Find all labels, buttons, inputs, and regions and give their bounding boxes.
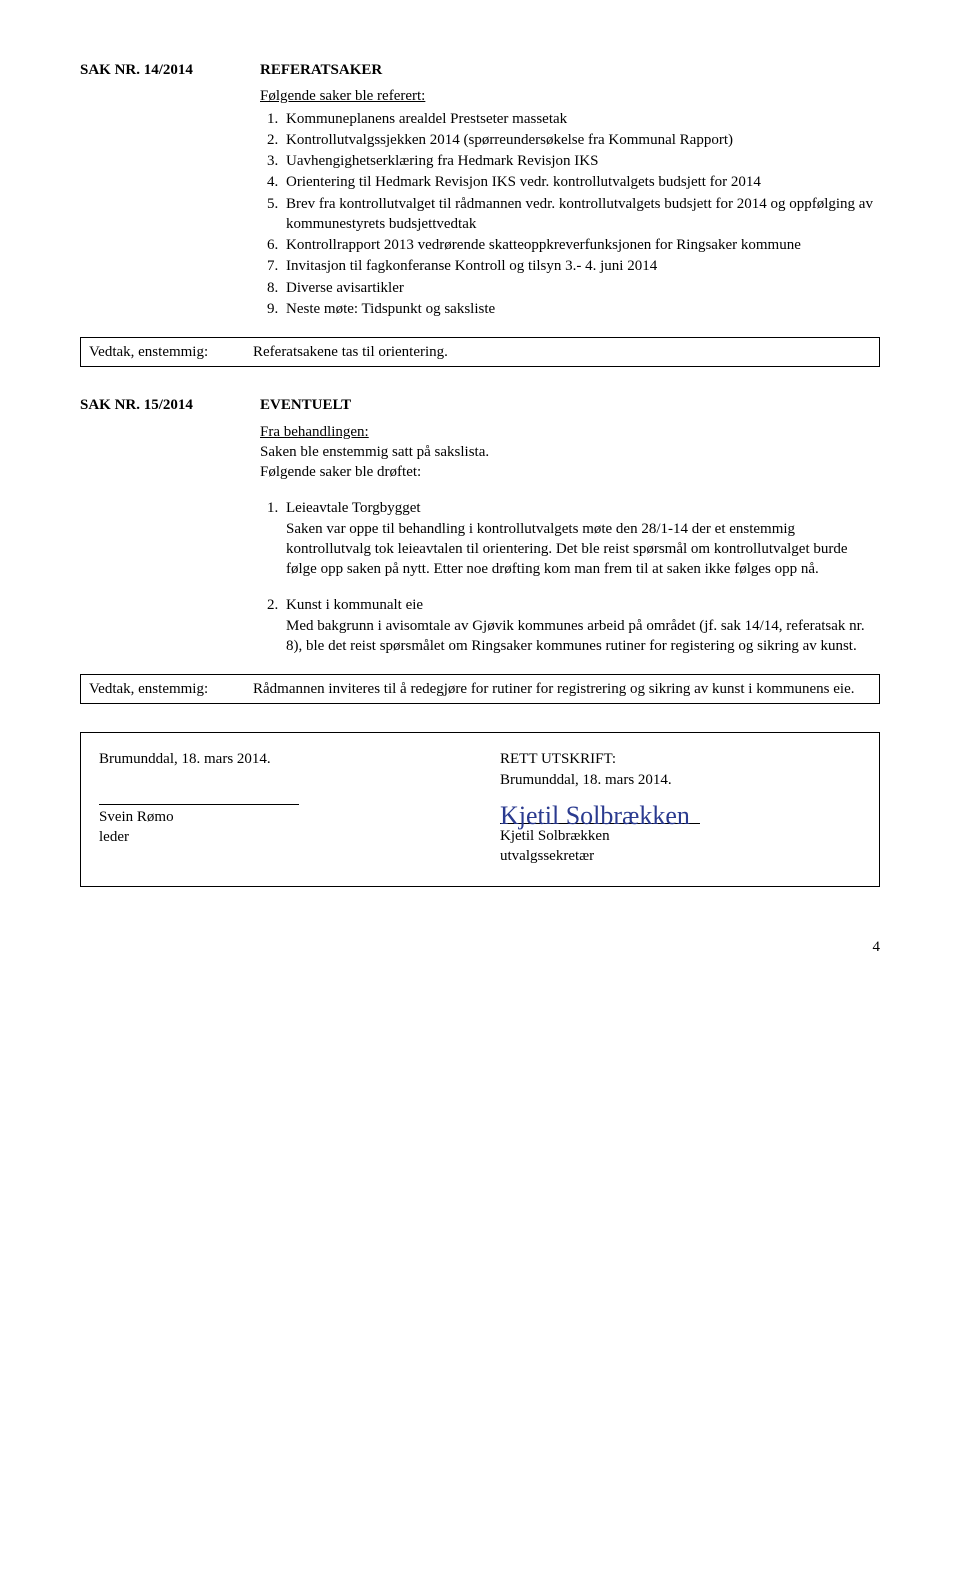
list-item: Kunst i kommunalt eie Med bakgrunn i avi… — [282, 595, 880, 656]
sig-right: RETT UTSKRIFT: Brumunddal, 18. mars 2014… — [500, 749, 861, 866]
item-body: Med bakgrunn i avisomtale av Gjøvik komm… — [286, 618, 865, 654]
sak15-title: EVENTUELT — [260, 395, 351, 415]
sak15-vedtak-box: Vedtak, enstemmig: Rådmannen inviteres t… — [80, 674, 880, 704]
sak15-fra-line1: Saken ble enstemmig satt på sakslista. — [260, 442, 880, 462]
left-place-date: Brumunddal, 18. mars 2014. — [99, 749, 460, 769]
vedtak-label: Vedtak, enstemmig: — [89, 342, 253, 362]
left-name: Svein Rømo — [99, 807, 460, 827]
sak15-fra-line2: Følgende saker ble drøftet: — [260, 462, 880, 482]
sak14-vedtak-box: Vedtak, enstemmig: Referatsakene tas til… — [80, 337, 880, 367]
sak14-list: Kommuneplanens arealdel Prestseter masse… — [260, 109, 880, 320]
signature-row: Brumunddal, 18. mars 2014. Svein Rømo le… — [99, 749, 861, 866]
item-title: Kunst i kommunalt eie — [286, 597, 423, 613]
sak15-label: SAK NR. 15/2014 — [80, 395, 260, 415]
sak15-list: Leieavtale Torgbygget Saken var oppe til… — [260, 498, 880, 656]
sak15-header: SAK NR. 15/2014 EVENTUELT — [80, 395, 880, 415]
list-item: Kontrollutvalgssjekken 2014 (spørreunder… — [282, 130, 880, 150]
sak14-content: Følgende saker ble referert: Kommuneplan… — [260, 86, 880, 319]
item-title: Leieavtale Torgbygget — [286, 500, 421, 516]
page-number: 4 — [80, 937, 880, 957]
signature-line — [99, 804, 299, 805]
vedtak-text: Referatsakene tas til orientering. — [253, 342, 871, 362]
left-role: leder — [99, 827, 460, 847]
right-place-date: Brumunddal, 18. mars 2014. — [500, 770, 861, 790]
right-label: RETT UTSKRIFT: — [500, 749, 861, 769]
sak14-intro: Følgende saker ble referert: — [260, 86, 880, 106]
vedtak-text: Rådmannen inviteres til å redegjøre for … — [253, 679, 871, 699]
list-item: Leieavtale Torgbygget Saken var oppe til… — [282, 498, 880, 579]
sak14-title: REFERATSAKER — [260, 60, 382, 80]
list-item: Uavhengighetserklæring fra Hedmark Revis… — [282, 151, 880, 171]
list-item: Orientering til Hedmark Revisjon IKS ved… — [282, 172, 880, 192]
list-item: Kommuneplanens arealdel Prestseter masse… — [282, 109, 880, 129]
list-item: Invitasjon til fagkonferanse Kontroll og… — [282, 256, 880, 276]
list-item: Kontrollrapport 2013 vedrørende skatteop… — [282, 235, 880, 255]
sak14-label: SAK NR. 14/2014 — [80, 60, 260, 80]
list-item: Diverse avisartikler — [282, 278, 880, 298]
right-role: utvalgssekretær — [500, 846, 861, 866]
sak14-header: SAK NR. 14/2014 REFERATSAKER — [80, 60, 880, 80]
sak15-content: Fra behandlingen: Saken ble enstemmig sa… — [260, 422, 880, 657]
list-item: Brev fra kontrollutvalget til rådmannen … — [282, 194, 880, 235]
vedtak-label: Vedtak, enstemmig: — [89, 679, 253, 699]
sak15-fra-label: Fra behandlingen: — [260, 422, 880, 442]
list-item: Neste møte: Tidspunkt og saksliste — [282, 299, 880, 319]
item-body: Saken var oppe til behandling i kontroll… — [286, 521, 848, 578]
footer-box: Brumunddal, 18. mars 2014. Svein Rømo le… — [80, 732, 880, 887]
sig-left: Brumunddal, 18. mars 2014. Svein Rømo le… — [99, 749, 460, 866]
